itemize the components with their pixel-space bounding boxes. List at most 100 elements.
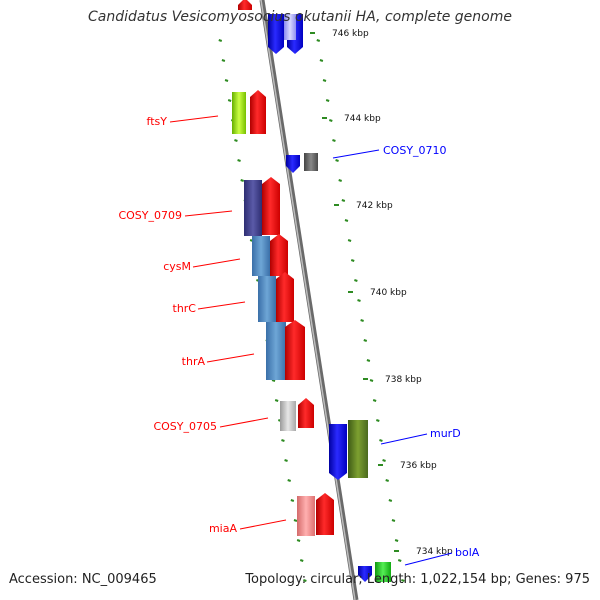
guide-dash [293,519,298,522]
gene-label: thrA [182,355,206,368]
guide-dash [335,159,339,162]
gene-label: bolA [455,546,480,559]
guide-dash [237,159,241,162]
guide-dash [227,99,232,102]
tick-label: 742 kbp [356,201,393,211]
gene-leader-line [206,353,255,363]
gene-label: COSY_0710 [383,144,447,157]
map-title: Candidatus Vesicomyosocius okutanii HA, … [88,9,512,25]
guide-dash [385,479,390,482]
gene-arrow-thrC [276,272,294,322]
gene-arrow-COSY_0710 [286,155,300,173]
gene-block-thrA-steel [266,322,286,380]
gene-label: miaA [209,522,238,535]
gene-leader-line [404,552,453,566]
guide-dash [316,39,321,42]
guide-dash [287,479,292,482]
genome-summary: Topology: circular; Length: 1,022,154 bp… [245,572,590,587]
gene-block-thrC-steel [258,276,276,322]
gene-label: ftsY [147,115,168,128]
tick-label: 738 kbp [385,375,422,385]
gene-block-miaA-pink [297,496,315,536]
guide-dash [347,239,352,242]
guide-dash [240,179,245,182]
gene-leader-line [184,210,233,217]
guide-dash [332,139,336,142]
guide-dash [388,499,393,502]
gene-block-ftsY-lime [232,92,246,134]
guide-dash [375,419,380,422]
guide-dash [372,399,377,402]
guide-dash [357,299,361,302]
guide-dash [369,379,374,382]
gene-arrow-miaA [316,493,334,535]
tick-label: 746 kbp [332,29,369,39]
guide-dash [322,79,327,82]
gene-arrow-bolA [358,566,372,582]
guide-dash [296,539,301,542]
gene-arrow-ftsY [250,90,266,134]
gene-block-COSY_0705-gray [280,401,296,431]
guide-dash [290,499,295,502]
guide-dash [366,359,371,362]
guide-dash [328,119,333,122]
gene-arrow-murD [329,424,347,480]
guide-dash [319,59,324,62]
gene-arrow-COSY_0705 [298,398,314,428]
gene-block-cysM-steel [252,236,270,276]
guide-dash [397,559,402,562]
gene-block-COSY_0710-dark [304,153,318,171]
tick-label: 734 kbp [416,547,453,557]
guide-dash [382,459,386,462]
gene-block-COSY_0709-navy [244,180,262,236]
gene-block-murD-olive [348,420,368,478]
guide-dash [325,99,330,102]
genome-backbone-highlight [260,0,356,600]
guide-dash [221,59,226,62]
gene-arrow-cysM [270,234,288,276]
guide-dash [394,539,399,542]
guide-dash [344,219,349,222]
guide-dash [234,139,238,142]
guide-dash [401,579,405,582]
guide-dash [284,459,288,462]
accession-text: Accession: NC_009465 [9,572,157,587]
gene-label: murD [430,427,461,440]
gene-arrow-COSY_0709 [262,177,280,235]
gene-leader-line [380,433,428,445]
guide-dash [299,559,304,562]
guide-dash [271,379,276,382]
guide-dash [224,79,229,82]
guide-dash [281,439,285,442]
tick-label: 740 kbp [370,288,407,298]
gene-label: thrC [173,302,197,315]
gene-leader-line [239,519,287,530]
tick-label: 736 kbp [400,461,437,471]
gene-leader-line [219,417,269,428]
guide-dash [274,399,279,402]
genome-backbone [259,0,359,600]
guide-dash [338,179,343,182]
guide-dash [391,519,396,522]
gene-leader-line [197,301,246,310]
gene-leader-line [169,115,219,123]
tick-label: 744 kbp [344,114,381,124]
guide-dash [379,439,383,442]
gene-arrow-reverse [268,14,284,54]
guide-dash [360,319,364,322]
gene-label: cysM [163,260,191,273]
gene-leader-line [332,149,380,159]
gene-leader-line [192,258,241,268]
gene-block-bolA-green [375,562,391,582]
gene-label: COSY_0709 [118,209,182,222]
gene-label: COSY_0705 [153,420,217,433]
guide-dash [341,199,346,202]
guide-dash [363,339,368,342]
guide-dash [218,39,223,42]
guide-dash [350,259,355,262]
gene-arrow-top-partial [238,0,252,10]
guide-dash [303,579,307,582]
guide-dash [354,279,358,282]
